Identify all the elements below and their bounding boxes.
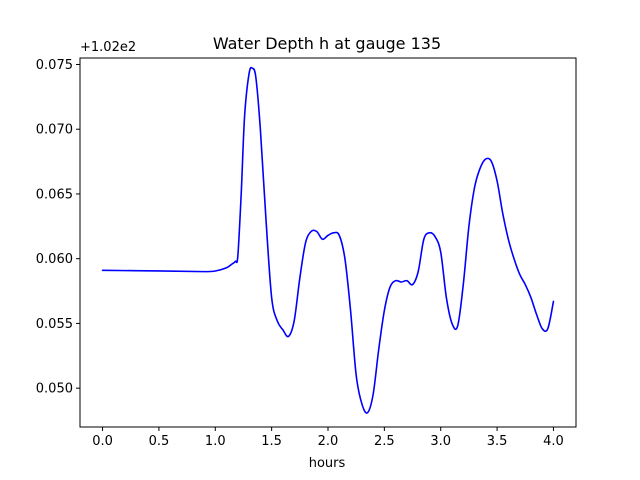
x-tick-label: 2.5 xyxy=(374,434,395,449)
y-tick-label: 0.050 xyxy=(36,382,73,397)
x-axis-ticks: 0.0 0.5 1.0 1.5 2.0 2.5 3.0 3.5 4.0 xyxy=(92,427,564,449)
x-tick-label: 4.0 xyxy=(543,434,564,449)
x-tick-label: 0.5 xyxy=(149,434,170,449)
y-offset-label: +1.02e2 xyxy=(80,40,136,55)
series-layer xyxy=(101,66,555,414)
x-tick-label: 3.0 xyxy=(430,434,451,449)
x-tick-label: 1.5 xyxy=(261,434,282,449)
plot-area: 0.0 0.5 1.0 1.5 2.0 2.5 3.0 3.5 4.0 0.0500.0550.… xyxy=(36,57,577,449)
x-tick-label: 2.0 xyxy=(318,434,339,449)
y-tick-label: 0.065 xyxy=(36,187,73,202)
x-tick-label: 0.0 xyxy=(92,434,113,449)
y-tick-label: 0.060 xyxy=(36,252,73,267)
chart-title: Water Depth h at gauge 135 xyxy=(213,34,441,53)
x-axis-label: hours xyxy=(309,456,346,471)
x-tick-label: 3.5 xyxy=(487,434,508,449)
y-axis-ticks: 0.050 0.055 0.060 0.065 0.070 0.075 xyxy=(36,58,80,397)
y-tick-label: 0.055 xyxy=(36,317,73,332)
series-line xyxy=(101,66,555,414)
x-tick-label: 1.0 xyxy=(205,434,226,449)
plot-frame xyxy=(79,57,577,428)
y-tick-label: 0.075 xyxy=(36,58,73,73)
y-tick-label: 0.070 xyxy=(36,123,73,138)
